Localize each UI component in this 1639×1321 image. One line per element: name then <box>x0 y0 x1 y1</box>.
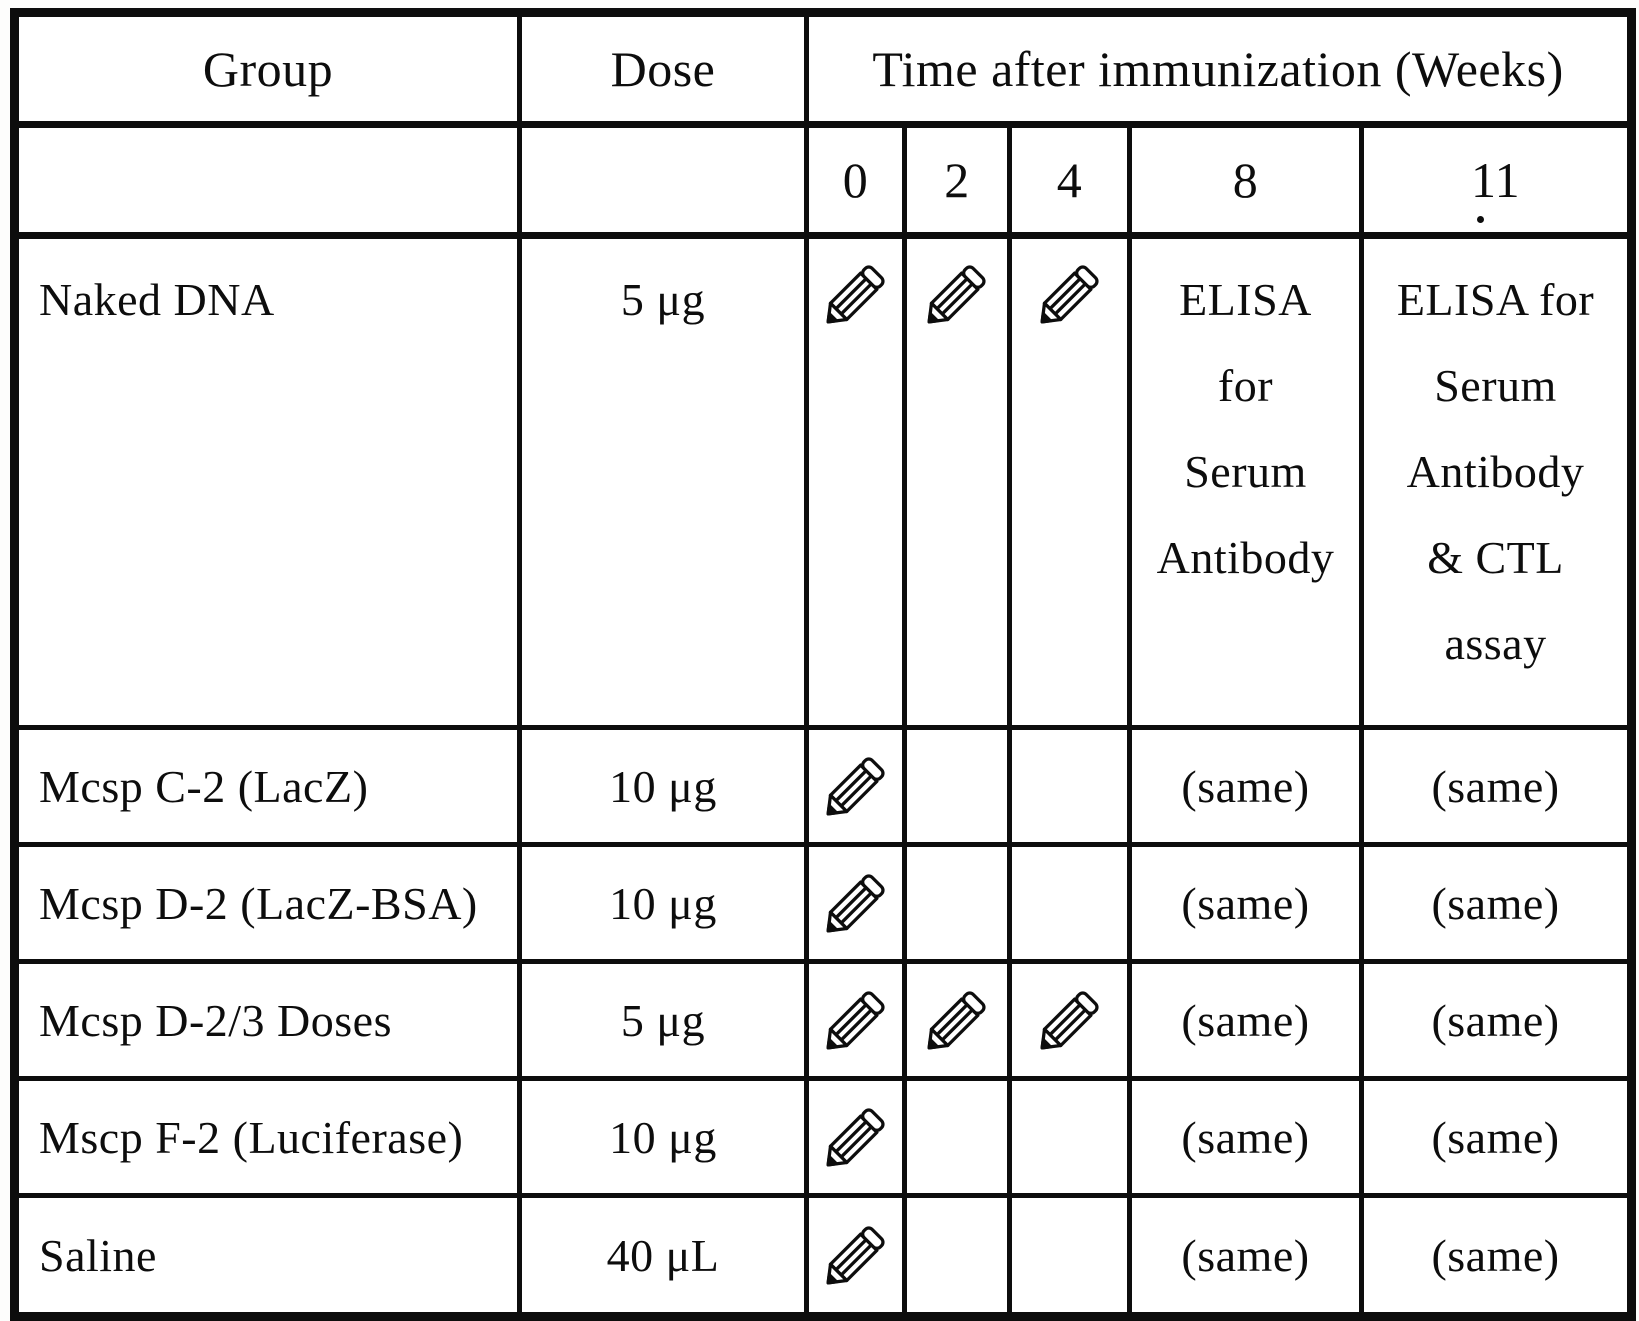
pencil-icon <box>826 757 885 816</box>
assay-text-line: ELISA for <box>1396 274 1595 325</box>
assay-text-line: Serum <box>1434 360 1557 411</box>
week2-mark-cell <box>902 1076 1012 1198</box>
week8-assay-cell: ELISA for Serum Antibody <box>1127 233 1364 730</box>
week8-same-cell: (same) <box>1127 842 1364 964</box>
week-header-4: 4 <box>1007 122 1132 239</box>
group-cell: Naked DNA <box>12 233 522 730</box>
table-row-mcsp-c2: Mcsp C-2 (LacZ) 10 μg (same) (same) <box>12 725 1635 847</box>
pencil-icon <box>826 991 885 1050</box>
dose-cell: 5 μg <box>517 959 809 1081</box>
week11-assay-cell: ELISA for Serum Antibody & CTL assay <box>1358 233 1635 730</box>
header-cell-dose: Dose <box>517 10 809 128</box>
week8-same-cell: (same) <box>1127 959 1364 1081</box>
week4-mark-cell <box>1007 233 1132 730</box>
pencil-icon <box>826 1108 885 1167</box>
week0-mark-cell <box>804 959 907 1081</box>
week2-mark-cell <box>902 233 1012 730</box>
assay-text-line: Serum <box>1184 446 1307 497</box>
assay-text-line: & CTL <box>1427 532 1564 583</box>
week-header-8: 8 <box>1127 122 1364 239</box>
week2-mark-cell <box>902 725 1012 847</box>
empty-cell <box>517 122 809 239</box>
dose-cell: 10 μg <box>517 725 809 847</box>
assay-text-line: Antibody <box>1406 446 1585 497</box>
week11-same-cell: (same) <box>1358 959 1635 1081</box>
pencil-icon <box>826 1226 885 1285</box>
week0-mark-cell <box>804 233 907 730</box>
table-row-mscp-f2: Mscp F-2 (Luciferase) 10 μg (same) (same… <box>12 1076 1635 1198</box>
weeks-subheader-row: 0 2 4 8 11 <box>12 122 1635 239</box>
dose-cell: 40 μL <box>517 1193 809 1319</box>
week8-same-cell: (same) <box>1127 1193 1364 1319</box>
dose-cell: 5 μg <box>517 233 809 730</box>
group-cell: Mcsp C-2 (LacZ) <box>12 725 522 847</box>
week11-same-cell: (same) <box>1358 1193 1635 1319</box>
assay-text-line: for <box>1217 360 1274 411</box>
week0-mark-cell <box>804 1193 907 1319</box>
week-header-0: 0 <box>804 122 907 239</box>
pencil-icon <box>826 265 885 324</box>
week4-mark-cell <box>1007 725 1132 847</box>
week8-same-cell: (same) <box>1127 725 1364 847</box>
table-row-mcsp-d2-3doses: Mcsp D-2/3 Doses 5 μg (same) (same) <box>12 959 1635 1081</box>
table-row-saline: Saline 40 μL (same) (same) <box>12 1193 1635 1319</box>
week11-same-cell: (same) <box>1358 725 1635 847</box>
week11-same-cell: (same) <box>1358 1076 1635 1198</box>
week8-same-cell: (same) <box>1127 1076 1364 1198</box>
assay-text-line: Antibody <box>1156 532 1335 583</box>
group-cell: Saline <box>12 1193 522 1319</box>
week4-mark-cell <box>1007 959 1132 1081</box>
week-header-11-label: 11 <box>1470 152 1521 208</box>
week-header-11: 11 <box>1358 122 1635 239</box>
empty-cell <box>12 122 522 239</box>
group-cell: Mcsp D-2/3 Doses <box>12 959 522 1081</box>
group-cell: Mcsp D-2 (LacZ-BSA) <box>12 842 522 964</box>
week0-mark-cell <box>804 1076 907 1198</box>
header-cell-time: Time after immunization (Weeks) <box>803 10 1635 128</box>
week2-mark-cell <box>902 959 1012 1081</box>
week2-mark-cell <box>902 842 1012 964</box>
week-header-2: 2 <box>902 122 1012 239</box>
group-cell: Mscp F-2 (Luciferase) <box>12 1076 522 1198</box>
pencil-icon <box>1040 265 1099 324</box>
pencil-icon <box>826 874 885 933</box>
week4-mark-cell <box>1007 1076 1132 1198</box>
scan-artifact-dot <box>1477 216 1485 223</box>
pencil-icon <box>927 991 986 1050</box>
header-row: Group Dose Time after immunization (Week… <box>12 10 1635 128</box>
table-row-mcsp-d2: Mcsp D-2 (LacZ-BSA) 10 μg (same) (same) <box>12 842 1635 964</box>
pencil-icon <box>927 265 986 324</box>
header-cell-group: Group <box>12 10 522 128</box>
week0-mark-cell <box>804 842 907 964</box>
assay-text-line: ELISA <box>1179 274 1312 325</box>
dose-cell: 10 μg <box>517 1076 809 1198</box>
pencil-icon <box>1040 991 1099 1050</box>
dose-cell: 10 μg <box>517 842 809 964</box>
week11-same-cell: (same) <box>1358 842 1635 964</box>
week0-mark-cell <box>804 725 907 847</box>
week4-mark-cell <box>1007 1193 1132 1319</box>
week4-mark-cell <box>1007 842 1132 964</box>
week2-mark-cell <box>902 1193 1012 1319</box>
immunization-schedule-table: Group Dose Time after immunization (Week… <box>10 8 1637 1321</box>
table-row-naked-dna: Naked DNA 5 μg ELISA for Serum Antibody … <box>12 233 1635 730</box>
assay-text-line: assay <box>1444 618 1547 669</box>
